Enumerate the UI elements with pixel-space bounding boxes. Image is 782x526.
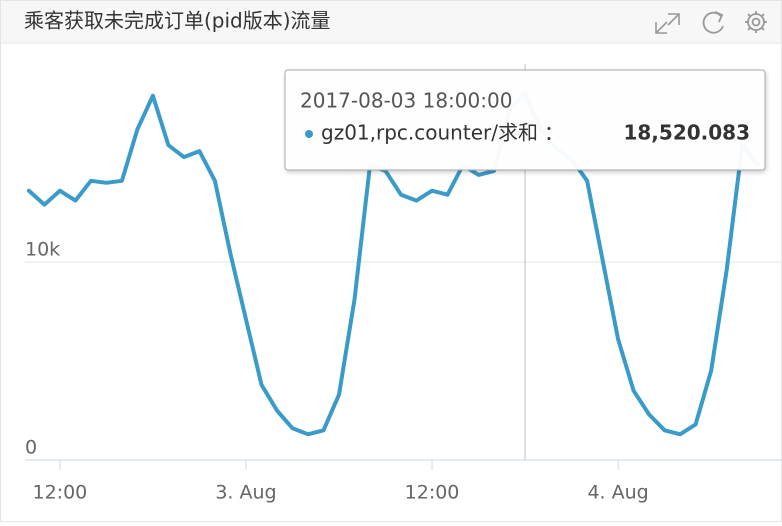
settings-icon[interactable] (745, 11, 767, 33)
tooltip-separator: ： (544, 121, 564, 145)
tooltip-time: 2017-08-03 18:00:00 (300, 89, 512, 113)
refresh-icon[interactable] (702, 11, 724, 34)
tooltip: 2017-08-03 18:00:00 gz01,rpc.counter/求和： 1… (284, 69, 766, 171)
y-tick-label: 10k (25, 239, 60, 261)
x-tick-label: 12:00 (33, 482, 88, 504)
title-bar (1, 1, 781, 43)
tooltip-series: gz01,rpc.counter/求和 (321, 121, 538, 145)
x-tick-label: 3. Aug (215, 482, 276, 504)
chart-title: 乘客获取未完成订单(pid版本)流量 (24, 9, 331, 33)
x-tick-label: 4. Aug (587, 482, 648, 504)
tooltip-value: 18,520.083 (623, 121, 750, 145)
tooltip-marker (305, 130, 313, 138)
expand-icon[interactable] (655, 13, 680, 34)
series-line (26, 91, 760, 437)
x-tick-label: 12:00 (405, 482, 460, 504)
y-tick-label: 0 (25, 437, 37, 459)
tooltip-box (284, 69, 766, 171)
